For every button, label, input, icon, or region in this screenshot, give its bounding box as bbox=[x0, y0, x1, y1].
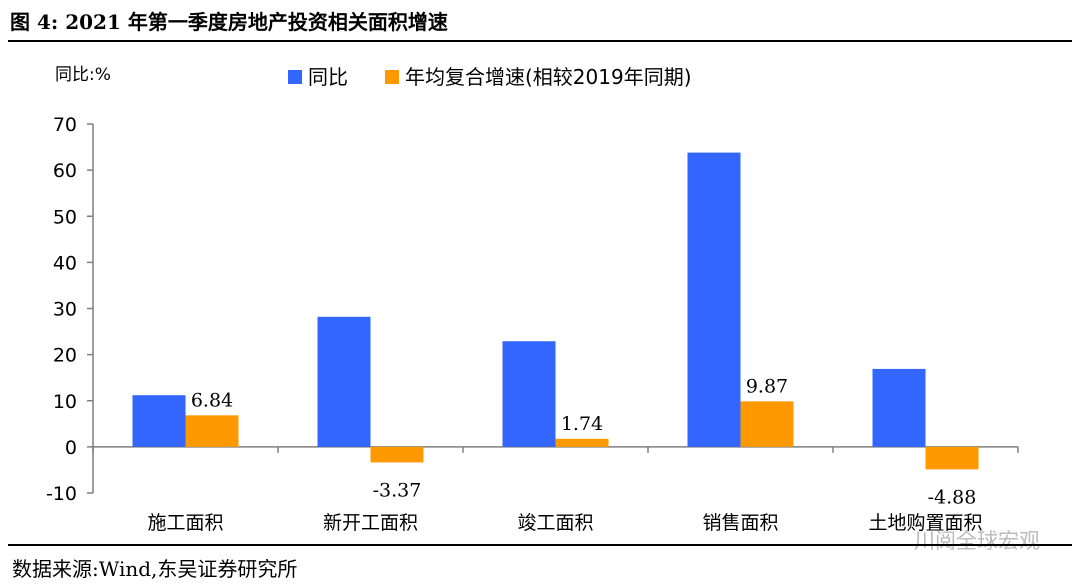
y-axis-label: 同比:% bbox=[55, 65, 111, 85]
data-label: -4.88 bbox=[928, 486, 977, 508]
x-category-label: 新开工面积 bbox=[323, 512, 418, 534]
bar-yoy bbox=[502, 341, 556, 447]
x-category-label: 施工面积 bbox=[147, 512, 223, 534]
bar-yoy bbox=[132, 395, 186, 447]
y-tick-label: 30 bbox=[53, 299, 77, 321]
legend-swatch-cagr bbox=[385, 70, 399, 84]
legend-label-cagr: 年均复合增速(相较2019年同期) bbox=[405, 65, 692, 89]
data-label: 1.74 bbox=[561, 413, 603, 435]
x-category-label: 销售面积 bbox=[702, 512, 778, 534]
bar-cagr bbox=[555, 438, 609, 447]
x-category-label: 竣工面积 bbox=[517, 512, 593, 534]
legend: 同比 年均复合增速(相较2019年同期) bbox=[288, 65, 692, 89]
legend-swatch-yoy bbox=[288, 70, 302, 84]
watermark-text: 川阅全球宏观 bbox=[914, 529, 1040, 553]
y-tick-label: -10 bbox=[46, 483, 77, 505]
bar-cagr bbox=[370, 446, 424, 463]
top-rule bbox=[8, 40, 1072, 42]
data-label: 9.87 bbox=[746, 375, 788, 397]
y-tick-label: 20 bbox=[53, 345, 77, 367]
bar-yoy bbox=[872, 368, 926, 447]
y-tick-label: 50 bbox=[53, 206, 77, 228]
data-label: 6.84 bbox=[191, 389, 233, 411]
data-label: -3.37 bbox=[373, 479, 422, 501]
source-note: 数据来源:Wind,东吴证券研究所 bbox=[12, 557, 298, 581]
y-tick-label: 70 bbox=[53, 114, 77, 136]
bar-yoy bbox=[317, 316, 371, 447]
y-tick-label: 40 bbox=[53, 252, 77, 274]
y-tick-label: 10 bbox=[53, 391, 77, 413]
y-tick-label: 0 bbox=[65, 437, 77, 459]
x-category-label: 土地购置面积 bbox=[868, 512, 982, 534]
figure-title: 图 4: 2021 年第一季度房地产投资相关面积增速 bbox=[10, 10, 448, 34]
bar-cagr bbox=[925, 446, 979, 470]
bottom-rule bbox=[8, 544, 1072, 546]
bar-cagr bbox=[740, 401, 794, 447]
bar-yoy bbox=[687, 152, 741, 447]
bar-cagr bbox=[185, 415, 239, 447]
y-tick-label: 60 bbox=[53, 160, 77, 182]
legend-label-yoy: 同比 bbox=[308, 65, 348, 89]
